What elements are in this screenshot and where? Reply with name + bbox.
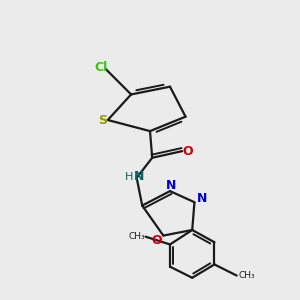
Text: N: N [197, 192, 207, 206]
Text: Cl: Cl [94, 61, 108, 74]
Text: CH₃: CH₃ [128, 232, 145, 241]
Text: N: N [166, 179, 176, 192]
Text: H: H [125, 172, 133, 182]
Text: O: O [152, 233, 162, 247]
Text: O: O [182, 145, 193, 158]
Text: N: N [134, 170, 144, 183]
Text: S: S [98, 113, 107, 127]
Text: CH₃: CH₃ [238, 271, 255, 280]
